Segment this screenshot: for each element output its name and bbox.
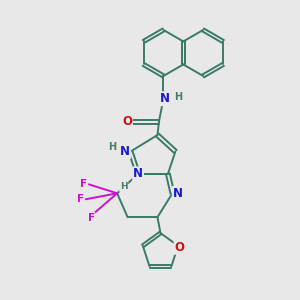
Text: O: O (175, 241, 184, 254)
Text: H: H (108, 142, 116, 152)
Text: N: N (133, 167, 143, 180)
Text: H: H (174, 92, 182, 102)
Text: F: F (77, 194, 84, 204)
Text: O: O (122, 115, 132, 128)
Text: N: N (160, 92, 170, 105)
Text: F: F (80, 179, 87, 189)
Text: N: N (173, 187, 183, 200)
Text: F: F (88, 213, 95, 223)
Text: N: N (120, 145, 130, 158)
Text: H: H (120, 182, 127, 191)
